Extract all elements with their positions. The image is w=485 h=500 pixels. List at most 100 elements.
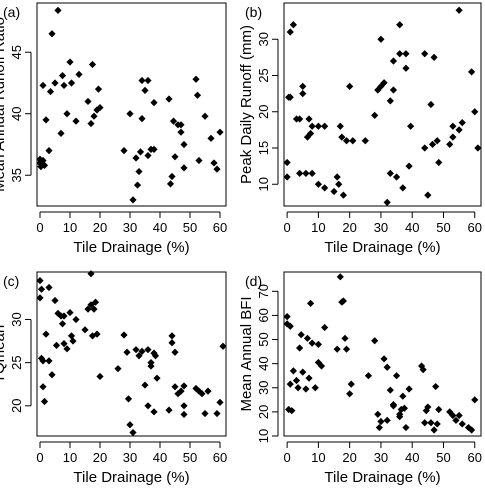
data-point <box>383 363 391 371</box>
data-point <box>424 403 432 411</box>
data-point <box>446 140 454 148</box>
data-point <box>48 371 56 379</box>
y-tick-label: 70 <box>256 284 271 298</box>
data-point <box>361 137 369 145</box>
data-point <box>377 82 385 90</box>
data-point <box>347 380 355 388</box>
data-point <box>213 165 221 173</box>
x-tick-label: 10 <box>311 450 325 465</box>
data-point <box>297 331 305 339</box>
data-point <box>166 180 175 188</box>
x-tick-label: 30 <box>374 450 388 465</box>
data-point <box>58 71 67 80</box>
data-point <box>402 50 410 58</box>
x-tick-label: 30 <box>374 220 388 235</box>
data-point <box>192 384 200 393</box>
data-point <box>333 345 341 353</box>
data-point <box>405 162 413 170</box>
data-point <box>321 122 329 130</box>
data-point <box>449 122 457 130</box>
data-point <box>66 58 74 66</box>
data-point <box>455 6 463 14</box>
data-point <box>283 320 291 328</box>
x-tick-label: 40 <box>153 450 167 465</box>
data-point <box>51 296 59 305</box>
data-point <box>40 161 49 169</box>
x-tick-label: 10 <box>311 220 325 235</box>
data-point <box>346 82 354 90</box>
data-point <box>377 417 385 426</box>
data-point <box>63 110 71 118</box>
y-tick-label: 20 <box>256 105 271 119</box>
data-point <box>389 86 398 94</box>
data-point <box>37 285 46 293</box>
x-tick-label: 40 <box>405 450 419 465</box>
data-point <box>67 332 76 340</box>
data-point <box>335 180 343 188</box>
data-point <box>135 352 143 360</box>
data-point <box>135 167 143 176</box>
y-tick-label: 30 <box>9 312 24 326</box>
data-point <box>374 410 382 418</box>
x-tick-label: 20 <box>342 220 356 235</box>
data-point <box>192 75 200 83</box>
data-point <box>292 376 301 385</box>
data-point <box>424 191 432 199</box>
data-point <box>407 122 415 130</box>
data-point <box>180 402 188 410</box>
data-point <box>141 86 149 94</box>
data-point <box>336 122 344 130</box>
data-point <box>195 156 203 165</box>
data-point <box>306 129 315 138</box>
data-point <box>88 60 97 69</box>
data-point <box>289 21 297 29</box>
data-point <box>468 68 476 76</box>
x-tick-label: 60 <box>468 450 482 465</box>
y-axis-title: Mean Annual BFI <box>238 296 255 411</box>
data-point <box>133 181 142 189</box>
plot-frame <box>36 2 227 207</box>
y-tick-label: 30 <box>256 32 271 46</box>
data-point <box>126 110 134 118</box>
data-point <box>151 352 160 360</box>
x-axis-title: Tile Drainage (%) <box>73 239 189 256</box>
data-point <box>427 100 435 109</box>
data-point <box>168 332 176 340</box>
data-point <box>333 173 341 181</box>
data-point <box>171 383 179 391</box>
data-point <box>81 326 89 334</box>
data-point <box>180 140 188 149</box>
data-point <box>308 122 316 130</box>
data-point <box>458 420 466 428</box>
panel-label: (b) <box>245 4 262 20</box>
data-point <box>286 380 294 388</box>
data-point <box>57 129 65 138</box>
data-point <box>289 367 297 375</box>
data-point <box>87 270 95 278</box>
data-point <box>452 416 460 424</box>
x-tick-label: 50 <box>183 450 197 465</box>
data-point <box>120 147 128 155</box>
y-axis-title: Peak Daily Runoff (mm) <box>238 25 255 184</box>
data-point <box>88 332 97 340</box>
data-point <box>42 330 50 338</box>
data-point <box>314 358 322 367</box>
data-point <box>421 419 429 427</box>
data-point <box>87 119 95 128</box>
data-point <box>94 85 103 93</box>
data-point <box>67 79 76 87</box>
data-point <box>314 180 322 188</box>
data-point <box>303 334 312 342</box>
data-point <box>168 172 176 181</box>
data-point <box>144 76 152 85</box>
data-point <box>302 169 310 177</box>
data-point <box>314 340 322 348</box>
x-tick-label: 60 <box>213 220 227 235</box>
data-point <box>171 153 179 161</box>
data-point <box>435 158 443 167</box>
data-point <box>45 147 53 155</box>
data-point <box>302 385 310 393</box>
data-point <box>123 348 131 356</box>
data-point <box>405 385 413 393</box>
data-point <box>371 337 379 345</box>
